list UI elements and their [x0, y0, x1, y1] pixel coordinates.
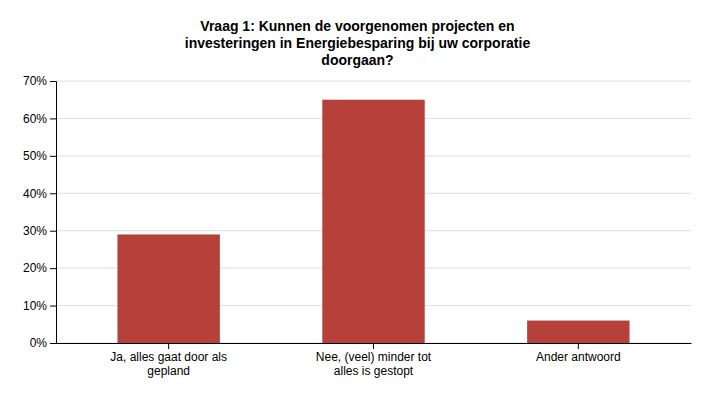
- y-tick: 50%: [23, 149, 56, 163]
- title-line: investeringen in Energiebesparing bij uw…: [185, 35, 531, 51]
- title-line: Vraag 1: Kunnen de voorgenomen projecten…: [200, 18, 514, 34]
- y-axis: 0% 10% 20% 30% 40% 50% 60% 70%: [23, 74, 57, 350]
- y-tick: 40%: [23, 187, 56, 201]
- x-tick: Ja, alles gaat door alsgepland: [110, 343, 227, 378]
- y-tick-label: 70%: [23, 74, 47, 88]
- y-tick-mark: [50, 231, 56, 232]
- y-tick-mark: [50, 156, 56, 157]
- y-tick-mark: [50, 193, 56, 194]
- x-tick: Nee, (veel) minder totalles is gestopt: [316, 343, 432, 378]
- bar: [322, 100, 424, 343]
- bar: [527, 321, 629, 343]
- y-tick-label: 50%: [23, 149, 47, 163]
- x-tick-label-line: alles is gestopt: [334, 364, 414, 378]
- y-tick: 10%: [23, 299, 56, 313]
- x-tick-label-line: Nee, (veel) minder tot: [316, 350, 432, 364]
- x-tick-label-line: gepland: [147, 364, 190, 378]
- bar: [117, 234, 219, 343]
- y-tick-label: 40%: [23, 187, 47, 201]
- y-tick: 30%: [23, 224, 56, 238]
- y-tick-mark: [50, 118, 56, 119]
- y-tick: 20%: [23, 261, 56, 275]
- y-tick-mark: [50, 81, 56, 82]
- y-tick-label: 60%: [23, 112, 47, 126]
- y-tick-label: 10%: [23, 299, 47, 313]
- plot-area: 0% 10% 20% 30% 40% 50% 60% 70% Ja, alles gaat do…: [23, 74, 692, 378]
- x-tick-label: Ja, alles gaat door alsgepland: [110, 350, 227, 378]
- y-axis-line: [50, 82, 57, 344]
- grid-line: [56, 81, 691, 82]
- y-tick-label: 0%: [30, 336, 48, 350]
- y-tick-label: 20%: [23, 261, 47, 275]
- x-tick-label-line: Ja, alles gaat door als: [110, 350, 227, 364]
- x-axis: Ja, alles gaat door alsgepland Nee, (veel…: [57, 343, 692, 378]
- x-tick-label: Ander antwoord: [536, 350, 621, 364]
- x-tick-label: Nee, (veel) minder totalles is gestopt: [316, 350, 432, 378]
- chart-svg: Vraag 1: Kunnen de voorgenomen projecten…: [0, 0, 715, 393]
- title-line: doorgaan?: [321, 52, 393, 68]
- y-tick-mark: [50, 306, 56, 307]
- y-tick-mark: [50, 343, 56, 344]
- x-tick-mark: [373, 343, 374, 349]
- x-tick-label-line: Ander antwoord: [536, 350, 621, 364]
- y-tick-mark: [50, 268, 56, 269]
- x-tick-mark: [168, 343, 169, 349]
- y-tick: 70%: [23, 74, 56, 88]
- y-tick-label: 30%: [23, 224, 47, 238]
- x-tick-mark: [578, 343, 579, 349]
- y-tick: 0%: [30, 336, 56, 350]
- bars: [117, 100, 629, 343]
- chart-title: Vraag 1: Kunnen de voorgenomen projecten…: [185, 18, 531, 68]
- grid: [56, 81, 691, 343]
- x-tick: Ander antwoord: [536, 343, 621, 364]
- y-tick: 60%: [23, 112, 56, 126]
